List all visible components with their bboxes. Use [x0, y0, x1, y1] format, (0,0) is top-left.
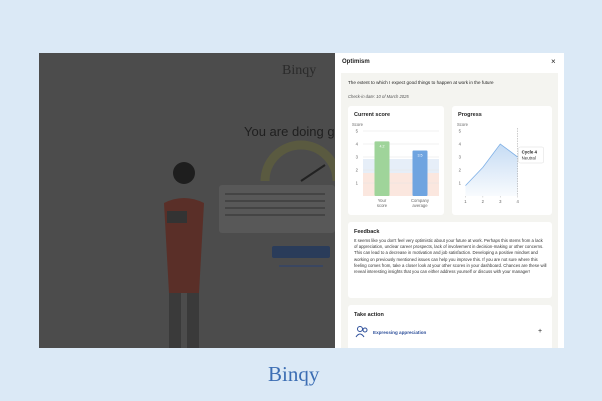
text-line [225, 193, 325, 195]
charts: Score 1 2 3 4 5 4.2 Your score 3.5 Company averag… [352, 122, 544, 208]
y-tick-label: 1 [356, 181, 359, 186]
score-band [363, 159, 439, 173]
background-app: Binqy You are doing great [39, 53, 335, 348]
axis-label: Score [457, 122, 469, 127]
bar-value-label: 3.5 [418, 154, 423, 158]
text-line [225, 214, 325, 216]
y-tick-label: 4 [356, 142, 359, 147]
area [465, 144, 518, 196]
y-tick-label: 2 [356, 168, 359, 173]
panel-title: Optimism [342, 59, 370, 65]
x-tick-label: Your score [376, 198, 388, 208]
y-tick-label: 3 [459, 155, 462, 160]
gauge-needle [300, 164, 326, 182]
bar-value-label: 4.2 [380, 144, 385, 148]
person-leg [169, 293, 181, 348]
close-button[interactable]: × [551, 57, 556, 66]
gauge [260, 140, 335, 182]
take-action-card [348, 305, 552, 348]
x-tick-label: 2 [482, 199, 485, 204]
background-logo: Binqy [282, 63, 317, 78]
x-tick-label-box: Company average [411, 198, 429, 208]
card-title: Progress [458, 112, 482, 118]
bar [412, 150, 428, 196]
card-title: Take action [354, 312, 384, 318]
bar [374, 141, 390, 196]
x-tick-label-box: Your score [376, 198, 388, 208]
tooltip-label: Neutral [522, 156, 536, 161]
feedback-text: It seems like you don't feel very optimi… [354, 238, 547, 275]
y-tick-label: 1 [459, 181, 462, 186]
card-title: Feedback [354, 229, 380, 235]
x-tick-label: Company average [411, 198, 429, 208]
side-panel: Optimism × The extent to which I expect … [335, 53, 564, 348]
background-headline: You are doing great [244, 124, 335, 139]
tooltip-title: Cycle 4 [522, 150, 538, 155]
text-line [225, 207, 325, 209]
y-tick-label: 2 [459, 168, 462, 173]
link[interactable] [279, 265, 323, 267]
line [465, 143, 518, 186]
action-item[interactable]: Expressing appreciation [373, 330, 427, 335]
button[interactable] [272, 246, 330, 258]
action-icon [355, 326, 368, 338]
y-tick-label: 4 [459, 142, 462, 147]
expand-button[interactable]: + [538, 328, 543, 335]
score-band [363, 173, 439, 196]
y-tick-label: 5 [459, 129, 462, 134]
check-in-date: Check-in date: 10 of March 2025 [348, 94, 409, 99]
tablet [167, 211, 187, 223]
tooltip [518, 146, 544, 164]
background-illustration [164, 140, 335, 348]
text-line [225, 200, 325, 202]
person-leg [187, 293, 199, 348]
y-tick-label: 5 [356, 129, 359, 134]
card-title: Current score [354, 112, 391, 118]
x-tick-label: 1 [464, 199, 467, 204]
person-head [173, 162, 195, 184]
y-tick-label: 3 [356, 155, 359, 160]
x-tick-label: 4 [516, 199, 519, 204]
statement: The extent to which I expect good things… [348, 80, 494, 85]
footer-logo: Binqy [268, 362, 320, 386]
axis-label: Score [352, 122, 364, 127]
x-tick-label: 3 [499, 199, 502, 204]
feedback-card [348, 222, 552, 298]
